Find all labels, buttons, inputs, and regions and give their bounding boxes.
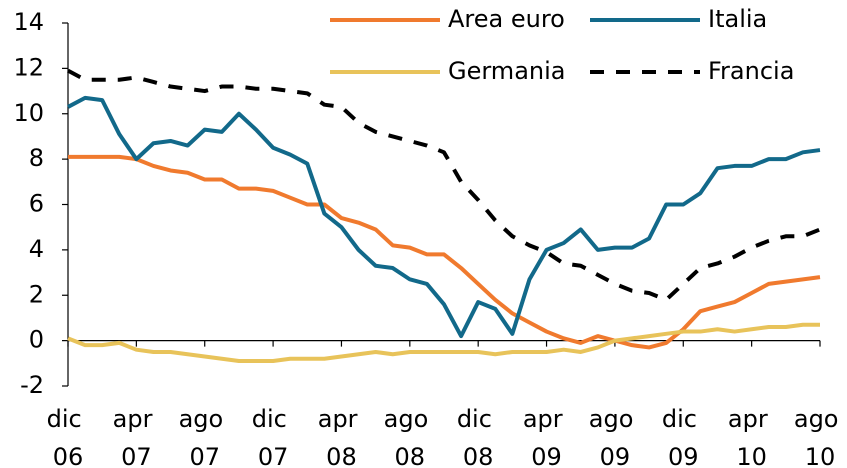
x-tick-label: dic 08 [457, 405, 500, 468]
y-tick-label: 14 [13, 8, 44, 36]
x-tick-label: ago 07 [179, 405, 231, 468]
y-tick-label: 10 [13, 99, 44, 127]
x-tick-label: dic 07 [252, 405, 295, 468]
y-tick-label: -2 [20, 371, 44, 399]
x-tick-label: apr 07 [113, 405, 160, 468]
y-tick-label: 4 [29, 235, 44, 263]
series-line [68, 154, 821, 350]
series-line [67, 95, 821, 339]
y-tick-label: 0 [29, 326, 44, 354]
y-tick-label: 2 [29, 280, 44, 308]
legend-label: Area euro [448, 5, 565, 33]
legend-label: Francia [708, 57, 794, 85]
legend-label: Germania [448, 57, 565, 85]
x-tick-label: ago 09 [589, 405, 641, 468]
x-tick-label: apr 08 [318, 405, 365, 468]
y-tick-label: 6 [29, 190, 44, 218]
y-tick-label: 8 [29, 144, 44, 172]
series-line [67, 322, 820, 364]
x-tick-label: ago 10 [794, 405, 846, 468]
x-tick-label: ago 08 [384, 405, 436, 468]
x-tick-label: apr 10 [728, 405, 775, 468]
y-tick-label: 12 [13, 53, 44, 81]
x-tick-label: dic 06 [47, 405, 90, 468]
x-tick-label: dic 09 [662, 405, 705, 468]
series-line [67, 68, 821, 302]
x-tick-label: apr 09 [523, 405, 570, 468]
legend-label: Italia [708, 5, 767, 33]
